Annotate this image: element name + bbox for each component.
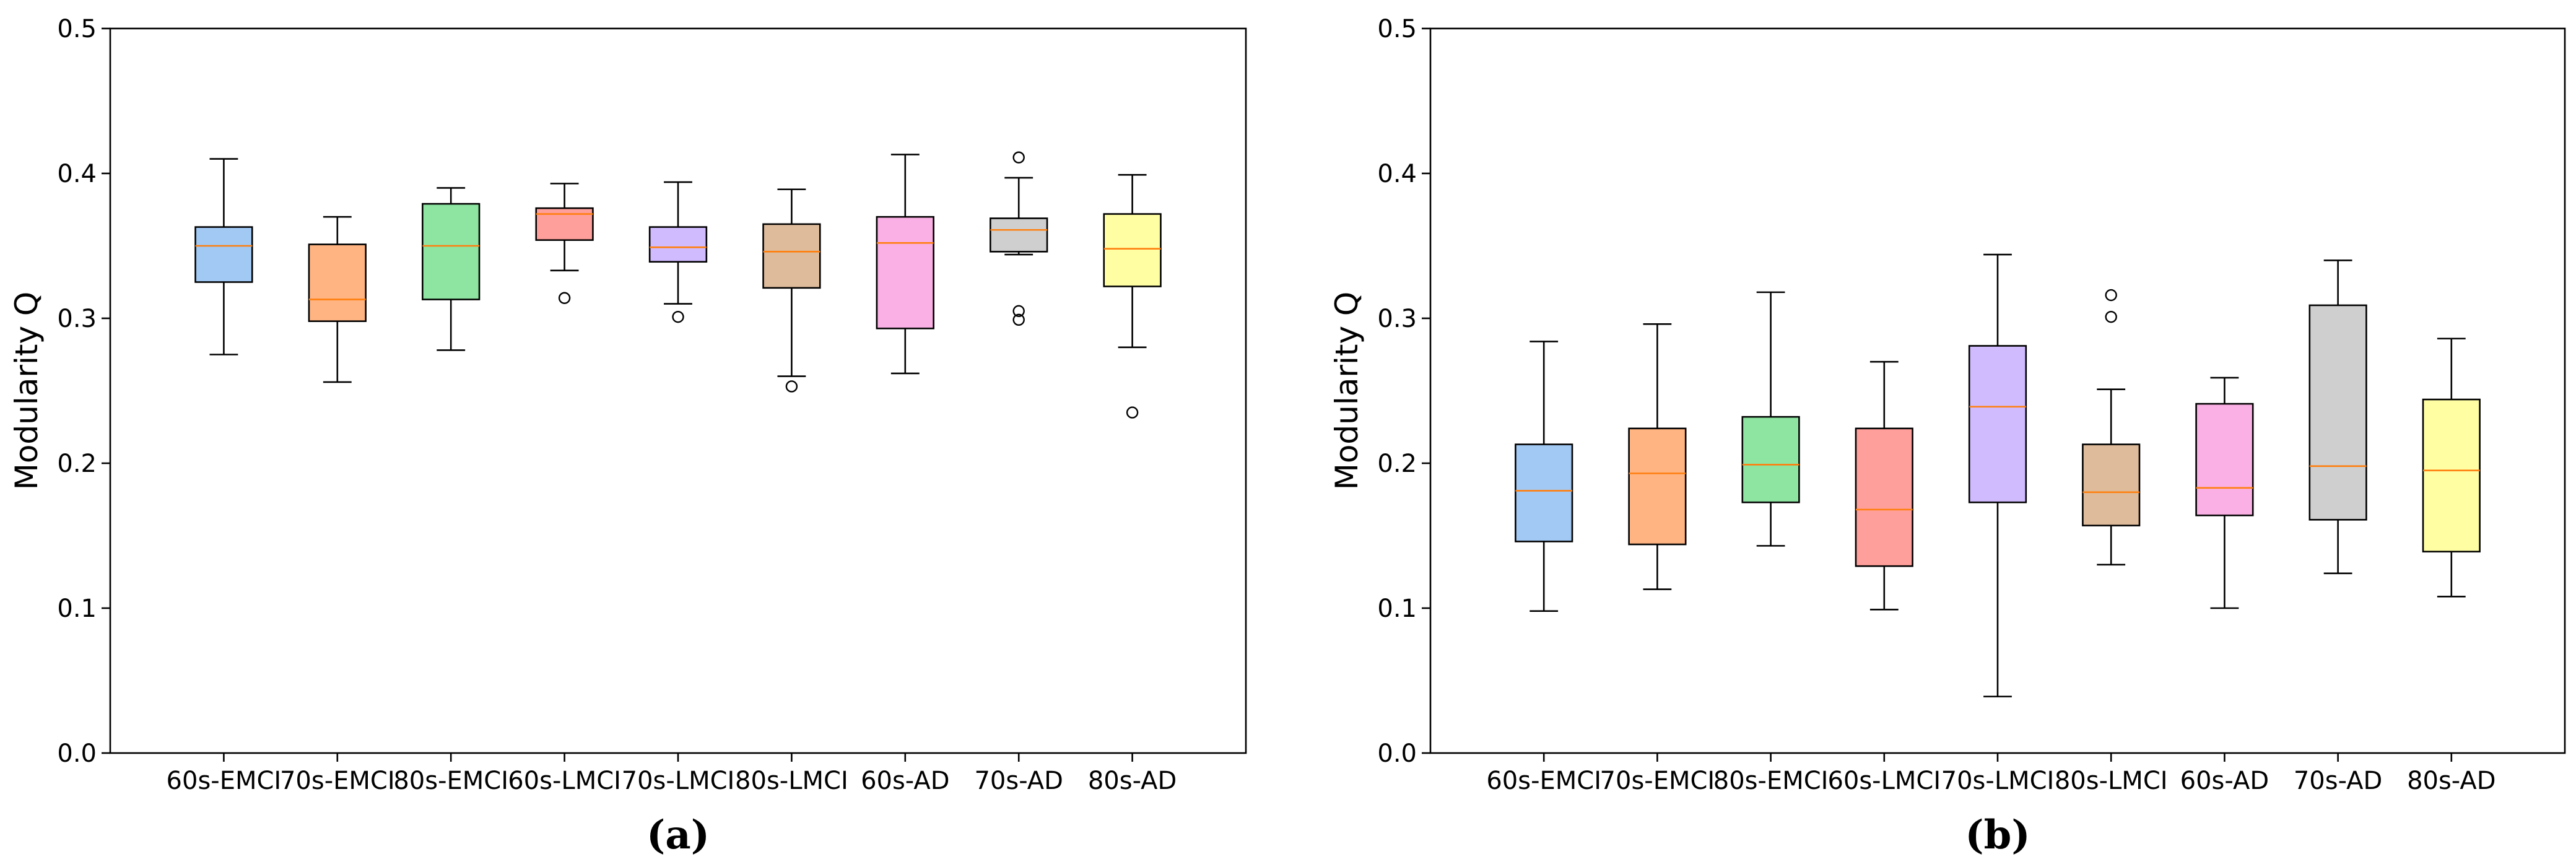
x-tick-label: 70s-EMCI xyxy=(280,767,395,795)
panel-b: Modularity Q (b) 0.0 0.1 0.2 0.3 0.4 0.5 60s-E… xyxy=(1329,15,2566,858)
box-6 xyxy=(2082,289,2141,566)
box-iqr xyxy=(648,226,708,263)
box-7 xyxy=(2195,377,2254,609)
box-4 xyxy=(1855,360,1913,611)
outlier-point xyxy=(1012,151,1025,163)
x-tick-label: 80s-LMCI xyxy=(735,767,848,795)
box-3 xyxy=(1741,291,1800,547)
box-9 xyxy=(2422,338,2481,598)
y-tick-label: 0.3 xyxy=(1377,305,1417,333)
box-1 xyxy=(194,158,253,355)
x-tick-label: 70s-AD xyxy=(974,767,1063,795)
y-axis-label: Modularity Q xyxy=(9,292,45,490)
x-tick-label: 80s-AD xyxy=(1088,767,1177,795)
x-tick-label: 60s-AD xyxy=(861,767,949,795)
box-5 xyxy=(648,181,708,323)
y-tick-label: 0.3 xyxy=(57,305,97,333)
plot-frame xyxy=(109,27,1247,754)
y-tick-label: 0.5 xyxy=(1377,15,1417,43)
outlier-point xyxy=(1012,313,1025,326)
box-iqr xyxy=(1515,443,1573,542)
box-6 xyxy=(762,188,821,393)
outlier-point xyxy=(672,310,684,323)
box-iqr xyxy=(2422,398,2481,553)
box-8 xyxy=(2308,259,2367,575)
y-tick-label: 0.1 xyxy=(57,595,97,623)
box-iqr xyxy=(535,207,594,241)
outlier-point xyxy=(1012,305,1025,317)
y-tick-label: 0.5 xyxy=(57,15,97,43)
x-tick-label: 60s-EMCI xyxy=(167,767,282,795)
x-tick-label: 80s-EMCI xyxy=(1713,767,1829,795)
x-tick-label: 60s-AD xyxy=(2180,767,2269,795)
x-tick-label: 80s-EMCI xyxy=(393,767,508,795)
x-tick-label: 70s-LMCI xyxy=(1941,767,2055,795)
box-iqr xyxy=(762,223,821,289)
box-9 xyxy=(1103,174,1162,419)
box-iqr xyxy=(422,203,481,300)
x-tick-label: 60s-LMCI xyxy=(508,767,621,795)
y-tick-label: 0.4 xyxy=(57,160,97,188)
box-1 xyxy=(1515,341,1573,612)
box-iqr xyxy=(1968,345,2027,503)
box-3 xyxy=(422,187,481,351)
x-tick-label: 80s-LMCI xyxy=(2055,767,2168,795)
box-4 xyxy=(535,183,594,304)
x-tick-label: 70s-LMCI xyxy=(622,767,735,795)
box-7 xyxy=(876,154,934,375)
box-iqr xyxy=(2082,443,2141,526)
box-iqr xyxy=(308,243,367,322)
box-iqr xyxy=(1628,427,1687,546)
box-iqr xyxy=(2195,403,2254,516)
y-tick-label: 0.1 xyxy=(1377,595,1417,623)
outlier-point xyxy=(2105,310,2117,323)
x-tick-label: 60s-EMCI xyxy=(1486,767,1601,795)
box-iqr xyxy=(990,217,1048,253)
outlier-point xyxy=(785,380,798,393)
box-iqr xyxy=(876,216,934,329)
panel-a: Modularity Q (a) 0.0 0.1 0.2 0.3 0.4 0.5 60s-E… xyxy=(9,15,1247,858)
y-tick-label: 0.2 xyxy=(1377,450,1417,478)
outlier-point xyxy=(1126,406,1139,419)
box-2 xyxy=(308,216,367,383)
x-tick-label: 60s-LMCI xyxy=(1827,767,1941,795)
box-iqr xyxy=(1855,427,1913,567)
x-tick-label: 80s-AD xyxy=(2407,767,2496,795)
box-iqr xyxy=(1741,416,1800,503)
y-tick-label: 0.0 xyxy=(57,739,97,768)
box-iqr xyxy=(1103,213,1162,287)
box-2 xyxy=(1628,323,1687,590)
y-tick-label: 0.4 xyxy=(1377,160,1417,188)
x-tick-label: 70s-AD xyxy=(2294,767,2382,795)
y-tick-label: 0.0 xyxy=(1377,739,1417,768)
panel-caption: (b) xyxy=(1965,812,2030,858)
outlier-point xyxy=(2105,289,2117,302)
box-8 xyxy=(990,151,1048,326)
panel-caption: (a) xyxy=(646,812,710,858)
box-iqr xyxy=(2308,304,2367,521)
y-tick-label: 0.2 xyxy=(57,450,97,478)
outlier-point xyxy=(558,292,571,304)
y-axis-label: Modularity Q xyxy=(1329,292,1365,490)
x-tick-label: 70s-EMCI xyxy=(1600,767,1715,795)
box-iqr xyxy=(194,226,253,283)
box-5 xyxy=(1968,253,2027,698)
